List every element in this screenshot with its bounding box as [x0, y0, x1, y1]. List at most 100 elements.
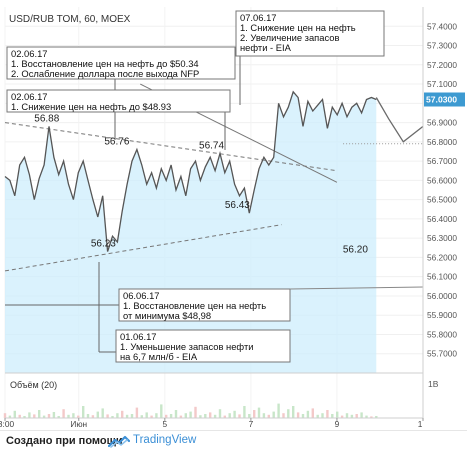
volume-bar	[38, 410, 41, 418]
projection-line	[375, 97, 424, 143]
annotation-box[interactable]: 06.06.171. Восстановление цен на нефтьот…	[5, 288, 291, 322]
x-tick-label: 5	[163, 419, 168, 429]
volume-bar	[355, 414, 358, 418]
level-labels: 56.88 56.76 56.74 56.43 56.23 56.20	[34, 113, 368, 255]
volume-bar	[189, 411, 192, 418]
y-tick-label: 56.3000	[427, 233, 457, 243]
volume-bar	[130, 414, 134, 418]
volume-bar	[296, 412, 300, 418]
volume-bar	[42, 415, 46, 418]
x-tick-label: 1	[418, 419, 423, 429]
y-tick-label: 56.0000	[427, 291, 457, 301]
time-axis: 3:00 Июн 5 7 9 1	[0, 417, 424, 429]
volume-bar	[292, 406, 295, 418]
y-tick-label: 55.8000	[427, 329, 457, 339]
annotation-line: 01.06.17	[120, 331, 157, 342]
volume-bar	[150, 415, 153, 418]
volume-bar	[116, 413, 119, 418]
volume-label: Объём (20)	[10, 380, 57, 390]
footer-brand-link[interactable]: TradingView	[133, 434, 197, 446]
volume-bar	[360, 412, 363, 418]
volume-bar	[57, 416, 60, 418]
trend-line	[4, 224, 282, 272]
annotation-leader	[289, 286, 424, 290]
volume-bar	[125, 414, 129, 418]
volume-bar	[96, 411, 99, 418]
volume-bar	[316, 414, 319, 418]
volume-bar	[287, 409, 290, 418]
level-label: 56.74	[199, 140, 224, 151]
volume-bar	[228, 413, 231, 418]
annotation-box[interactable]: 02.06.171. Восстановление цен на нефть д…	[6, 46, 236, 140]
volume-bar	[18, 414, 21, 418]
y-tick-label: 56.7000	[427, 156, 457, 166]
volume-bar	[140, 415, 143, 418]
volume-bar	[52, 412, 56, 418]
volume-bar	[111, 416, 114, 418]
volume-pane: Объём (20) 1B	[3, 372, 439, 418]
volume-bar	[370, 416, 373, 418]
level-label: 56.20	[343, 244, 368, 255]
volume-bar	[233, 410, 236, 418]
volume-bar	[47, 414, 51, 418]
annotation-line: 1. Восстановление цен на нефть	[123, 300, 266, 311]
level-label: 56.88	[34, 113, 59, 124]
y-tick-label: 56.4000	[427, 214, 457, 224]
last-price-badge: 57.0300	[424, 92, 465, 107]
annotation-line: 1. Снижение цен на нефть до $48.93	[11, 101, 171, 112]
volume-bar	[209, 412, 212, 418]
price-line	[4, 90, 377, 252]
annotation-line: нефти - EIA	[240, 42, 292, 53]
y-tick-label: 57.3000	[427, 41, 457, 51]
volume-bar	[336, 411, 339, 418]
annotation-line: на 6,7 млн/б - EIA	[120, 351, 198, 362]
volume-bar	[248, 414, 251, 418]
footer: Создано при помощи TradingView	[0, 430, 467, 453]
x-tick-label: 9	[335, 419, 340, 429]
annotation-line: от минимума $48,98	[123, 310, 211, 321]
volume-bar	[3, 413, 7, 418]
volume-bar	[62, 409, 65, 418]
volume-bar	[155, 413, 158, 418]
annotation-box[interactable]: 02.06.171. Снижение цен на нефть до $48.…	[6, 89, 231, 150]
volume-bar	[77, 415, 80, 418]
y-tick-label: 56.8000	[427, 137, 457, 147]
volume-bar	[277, 403, 280, 418]
annotation-line: 1. Восстановление цен на нефть до $50.34	[11, 58, 199, 69]
volume-bar	[135, 407, 139, 418]
volume-bar	[238, 414, 241, 418]
volume-bars	[3, 403, 378, 418]
volume-bar	[331, 414, 334, 418]
volume-bar	[306, 410, 310, 418]
volume-bar	[262, 413, 266, 418]
last-price-text: 57.0300	[426, 95, 457, 105]
volume-bar	[345, 413, 349, 418]
tradingview-logo-icon[interactable]	[108, 435, 130, 449]
volume-bar	[101, 408, 104, 418]
annotation-line: 2. Ослабление доллара после выхода NFP	[11, 68, 199, 79]
y-tick-label: 56.6000	[427, 175, 457, 185]
volume-bar	[13, 410, 16, 418]
x-tick-label: 3:00	[0, 419, 14, 429]
level-label: 56.43	[225, 200, 250, 211]
annotation-line: 02.06.17	[11, 48, 48, 59]
volume-bar	[267, 414, 270, 418]
volume-bar	[174, 410, 178, 418]
volume-bar	[326, 410, 329, 418]
volume-bar	[257, 407, 261, 418]
volume-bar	[321, 413, 324, 418]
footer-credit: Создано при помощи	[6, 435, 123, 447]
volume-bar	[121, 410, 124, 418]
x-tick-label: Июн	[70, 419, 87, 429]
volume-bar	[82, 406, 85, 418]
annotation-line: 1. Уменьшение запасов нефти	[120, 341, 253, 352]
y-tick-label: 56.9000	[427, 118, 457, 128]
y-tick-label: 57.2000	[427, 60, 457, 70]
y-tick-label: 55.7000	[427, 349, 457, 359]
volume-bar	[301, 414, 305, 418]
volume-bar	[179, 415, 183, 418]
